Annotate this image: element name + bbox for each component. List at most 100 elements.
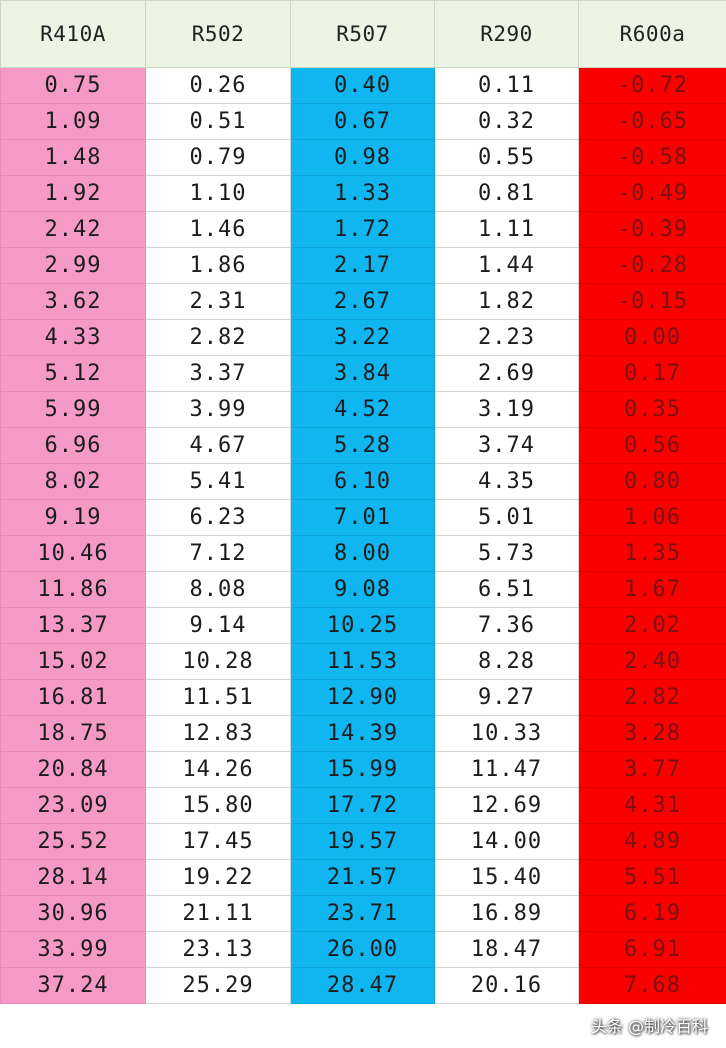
cell-r290: 16.89 [434,895,579,932]
table-row: 2.99 1.86 2.17 1.44 -0.28 [0,247,726,284]
table-row: 16.81 11.51 12.90 9.27 2.82 [0,679,726,716]
cell-r290: 3.19 [434,391,579,428]
cell-r502: 1.46 [145,211,291,248]
cell-r600a: 2.40 [578,643,726,680]
cell-r502: 7.12 [145,535,291,572]
cell-r502: 0.79 [145,139,291,176]
cell-r502: 12.83 [145,715,291,752]
cell-r290: 0.81 [434,175,579,212]
cell-r290: 14.00 [434,823,579,860]
cell-r410a: 16.81 [0,679,146,716]
column-header-r290: R290 [434,0,579,68]
cell-r600a: 2.02 [578,607,726,644]
cell-r410a: 23.09 [0,787,146,824]
cell-r502: 9.14 [145,607,291,644]
cell-r507: 12.90 [290,679,435,716]
cell-r410a: 30.96 [0,895,146,932]
cell-r507: 3.84 [290,355,435,392]
cell-r502: 5.41 [145,463,291,500]
table-row: 9.19 6.23 7.01 5.01 1.06 [0,499,726,536]
cell-r410a: 20.84 [0,751,146,788]
table-header: R410A R502 R507 R290 R600a [0,0,726,68]
watermark: 头条 @制冷百科 [551,1012,708,1038]
cell-r290: 11.47 [434,751,579,788]
cell-r410a: 5.12 [0,355,146,392]
header-row: R410A R502 R507 R290 R600a [0,0,726,68]
cell-r507: 0.98 [290,139,435,176]
cell-r600a: -0.58 [578,139,726,176]
cell-r290: 1.11 [434,211,579,248]
cell-r502: 0.26 [145,67,291,104]
cell-r290: 2.23 [434,319,579,356]
cell-r290: 7.36 [434,607,579,644]
table-row: 25.52 17.45 19.57 14.00 4.89 [0,823,726,860]
cell-r502: 10.28 [145,643,291,680]
cell-r507: 28.47 [290,967,435,1004]
cell-r410a: 37.24 [0,967,146,1004]
cell-r600a: 6.91 [578,931,726,968]
cell-r502: 0.51 [145,103,291,140]
table-row: 5.99 3.99 4.52 3.19 0.35 [0,391,726,428]
cell-r600a: 4.31 [578,787,726,824]
cell-r507: 0.40 [290,67,435,104]
cell-r600a: 1.06 [578,499,726,536]
cell-r600a: 0.56 [578,427,726,464]
watermark-text: 头条 @制冷百科 [590,1017,708,1036]
cell-r507: 0.67 [290,103,435,140]
cell-r410a: 18.75 [0,715,146,752]
cell-r600a: 3.28 [578,715,726,752]
cell-r507: 8.00 [290,535,435,572]
table-row: 28.14 19.22 21.57 15.40 5.51 [0,859,726,896]
cell-r410a: 2.42 [0,211,146,248]
table-row: 2.42 1.46 1.72 1.11 -0.39 [0,211,726,248]
column-header-r502: R502 [145,0,291,68]
cell-r600a: 0.80 [578,463,726,500]
cell-r600a: 7.68 [578,967,726,1004]
table-row: 10.46 7.12 8.00 5.73 1.35 [0,535,726,572]
cell-r502: 3.37 [145,355,291,392]
table-row: 1.48 0.79 0.98 0.55 -0.58 [0,139,726,176]
refrigerant-pressure-table: R410A R502 R507 R290 R600a 0.75 0.26 0.40 0… [0,0,726,1004]
cell-r507: 2.67 [290,283,435,320]
cell-r502: 2.31 [145,283,291,320]
cell-r600a: 1.35 [578,535,726,572]
cell-r600a: -0.49 [578,175,726,212]
cell-r502: 19.22 [145,859,291,896]
cell-r502: 25.29 [145,967,291,1004]
table-row: 13.37 9.14 10.25 7.36 2.02 [0,607,726,644]
table-row: 20.84 14.26 15.99 11.47 3.77 [0,751,726,788]
cell-r502: 17.45 [145,823,291,860]
cell-r507: 7.01 [290,499,435,536]
cell-r600a: 1.67 [578,571,726,608]
cell-r600a: -0.65 [578,103,726,140]
cell-r410a: 9.19 [0,499,146,536]
cell-r600a: 5.51 [578,859,726,896]
cell-r507: 14.39 [290,715,435,752]
cell-r507: 5.28 [290,427,435,464]
cell-r290: 3.74 [434,427,579,464]
cell-r507: 19.57 [290,823,435,860]
cell-r600a: 3.77 [578,751,726,788]
cell-r290: 0.55 [434,139,579,176]
cell-r600a: 0.00 [578,319,726,356]
table-row: 5.12 3.37 3.84 2.69 0.17 [0,355,726,392]
cell-r502: 14.26 [145,751,291,788]
cell-r502: 21.11 [145,895,291,932]
cell-r600a: 2.82 [578,679,726,716]
table-body: 0.75 0.26 0.40 0.11 -0.72 1.09 0.51 0.67 0.32 -0.… [0,67,726,1004]
cell-r290: 1.82 [434,283,579,320]
cell-r290: 10.33 [434,715,579,752]
table-row: 6.96 4.67 5.28 3.74 0.56 [0,427,726,464]
table-row: 3.62 2.31 2.67 1.82 -0.15 [0,283,726,320]
cell-r410a: 11.86 [0,571,146,608]
cell-r410a: 15.02 [0,643,146,680]
cell-r290: 15.40 [434,859,579,896]
cell-r410a: 1.92 [0,175,146,212]
table-row: 1.09 0.51 0.67 0.32 -0.65 [0,103,726,140]
cell-r600a: 0.17 [578,355,726,392]
table-row: 11.86 8.08 9.08 6.51 1.67 [0,571,726,608]
cell-r502: 23.13 [145,931,291,968]
table-row: 18.75 12.83 14.39 10.33 3.28 [0,715,726,752]
cell-r502: 15.80 [145,787,291,824]
cell-r290: 12.69 [434,787,579,824]
